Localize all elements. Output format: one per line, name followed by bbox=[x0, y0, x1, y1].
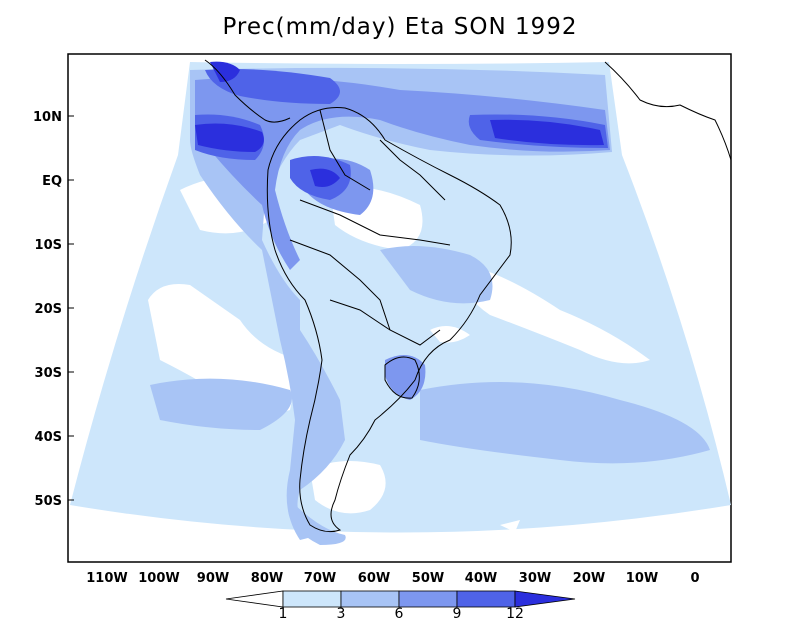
lon-label: 90W bbox=[197, 571, 229, 586]
colorbar-segment bbox=[398, 590, 458, 608]
lon-label: 40W bbox=[465, 571, 497, 586]
lon-label: 30W bbox=[519, 571, 551, 586]
colorbar-label: 3 bbox=[337, 606, 346, 618]
colorbar-label: 12 bbox=[506, 606, 524, 618]
lat-label: 10N bbox=[33, 110, 62, 125]
lon-label: 0 bbox=[690, 571, 699, 586]
lat-label: 20S bbox=[35, 302, 62, 317]
lon-label: 100W bbox=[138, 571, 179, 586]
colorbar-segment bbox=[340, 590, 400, 608]
colorbar-segment bbox=[225, 590, 284, 608]
colorbar-segment bbox=[282, 590, 342, 608]
colorbar-segment bbox=[456, 590, 516, 608]
lon-label: 80W bbox=[251, 571, 283, 586]
lat-label: 30S bbox=[35, 366, 62, 381]
lon-label: 20W bbox=[573, 571, 605, 586]
coastlines bbox=[204, 59, 732, 533]
lat-label: 10S bbox=[35, 238, 62, 253]
lat-label: EQ bbox=[42, 174, 62, 189]
precip-band-3-6 bbox=[150, 67, 710, 545]
lat-label: 40S bbox=[35, 430, 62, 445]
lon-label: 110W bbox=[86, 571, 127, 586]
lon-label: 70W bbox=[304, 571, 336, 586]
colorbar: 1 3 6 9 12 bbox=[225, 590, 576, 618]
precip-band-over-12 bbox=[195, 61, 604, 187]
latitude-axis: 10N EQ 10S 20S 30S 40S 50S bbox=[33, 110, 74, 509]
longitude-axis: 110W 100W 90W 80W 70W 60W 50W 40W 30W 20… bbox=[86, 571, 699, 586]
lon-label: 10W bbox=[626, 571, 658, 586]
colorbar-label: 1 bbox=[279, 606, 288, 618]
colorbar-label: 9 bbox=[453, 606, 462, 618]
lon-label: 50W bbox=[412, 571, 444, 586]
map-title: Prec(mm/day) Eta SON 1992 bbox=[222, 14, 578, 40]
lon-label: 60W bbox=[358, 571, 390, 586]
colorbar-segment bbox=[514, 590, 576, 608]
lat-label: 50S bbox=[35, 494, 62, 509]
colorbar-label: 6 bbox=[395, 606, 404, 618]
